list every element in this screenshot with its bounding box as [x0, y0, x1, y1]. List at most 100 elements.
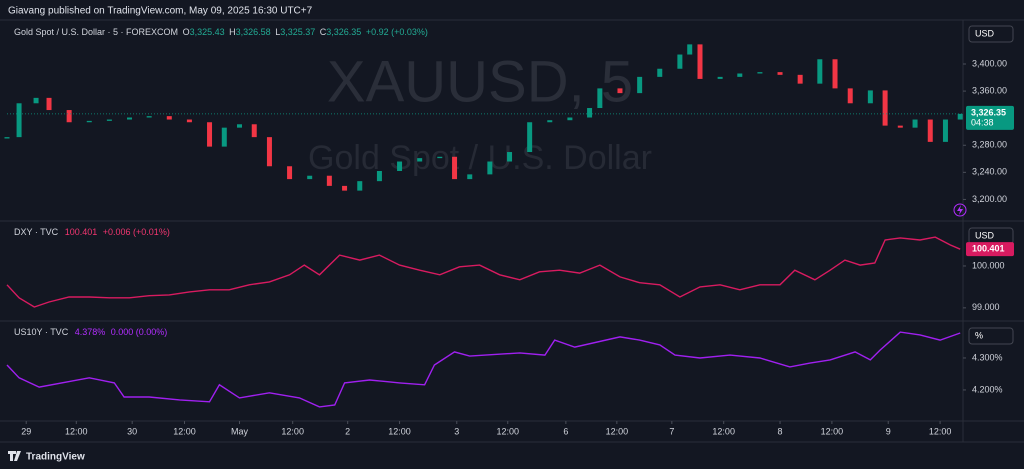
ohlc-key: C	[320, 27, 327, 37]
candle	[467, 174, 473, 180]
candle	[587, 108, 593, 118]
legend: Gold Spot / U.S. Dollar · 5 · FOREXCOM O…	[14, 27, 428, 37]
alert-icon[interactable]	[953, 203, 967, 217]
candle	[957, 113, 963, 120]
candle	[166, 116, 172, 120]
candle	[547, 120, 553, 123]
candle	[657, 68, 663, 77]
y-tick-label: 100.000	[972, 260, 1005, 270]
y-tick-label: 3,360.00	[972, 85, 1007, 95]
candle	[106, 119, 112, 121]
candle	[357, 181, 363, 191]
candle	[832, 59, 838, 89]
countdown: 04:38	[971, 117, 994, 127]
x-tick-label: 12:00	[388, 426, 411, 436]
ohlc-key: O	[183, 27, 190, 37]
candle	[687, 44, 693, 55]
header: Giavang published on TradingView.com, Ma…	[8, 6, 313, 17]
x-tick-label: 12:00	[65, 426, 88, 436]
ohlc-value: 3,325.37	[280, 27, 315, 37]
candle	[867, 90, 873, 104]
price: 100.401	[65, 227, 98, 237]
legend-title: US10Y · TVC	[14, 327, 69, 337]
x-tick-label: 9	[886, 426, 891, 436]
watermark: XAUUSD, 5	[327, 49, 633, 114]
alert-icon[interactable]	[957, 205, 963, 215]
last-price-box	[966, 105, 1014, 130]
candle	[326, 175, 332, 186]
logo	[8, 451, 21, 461]
x-tick-label: 30	[127, 426, 137, 436]
candle	[637, 76, 643, 94]
candle	[86, 120, 92, 123]
candle	[567, 117, 573, 121]
y-tick-label: 99.000	[972, 302, 1000, 312]
y-tick-label: 3,400.00	[972, 58, 1007, 68]
footer: TradingView	[26, 452, 85, 463]
change: +0.92 (+0.03%)	[366, 27, 428, 37]
candle	[46, 97, 52, 111]
candle	[737, 73, 743, 77]
x-tick-label: 8	[778, 426, 783, 436]
last-price-label: 3,326.35	[971, 107, 1006, 117]
candle	[847, 88, 853, 104]
candle	[417, 158, 423, 162]
candle	[207, 122, 213, 147]
x-tick-label: 12:00	[281, 426, 304, 436]
x-tick-label: 6	[563, 426, 568, 436]
candle	[266, 137, 272, 167]
candle	[927, 119, 933, 142]
candle	[16, 103, 22, 138]
ohlc-value: 3,326.58	[236, 27, 271, 37]
candle	[342, 185, 348, 191]
ohlc-key: H	[229, 27, 236, 37]
candle	[487, 161, 493, 175]
x-tick-label: 7	[669, 426, 674, 436]
change: +0.006 (+0.01%)	[103, 227, 170, 237]
candle	[397, 161, 403, 171]
candle	[677, 54, 683, 69]
candle	[307, 175, 313, 180]
candle	[817, 59, 823, 84]
candle	[287, 166, 293, 180]
unit-label: USD	[975, 28, 995, 38]
candle	[4, 137, 10, 139]
candle	[251, 124, 257, 138]
ohlc-value: 3,325.43	[190, 27, 225, 37]
candle	[437, 156, 443, 159]
legend: US10Y · TVC 4.378% 0.000 (0.00%)	[14, 327, 167, 337]
x-tick-label: 3	[454, 426, 459, 436]
x-tick-label: 12:00	[821, 426, 844, 436]
candle	[452, 156, 458, 180]
candle	[597, 88, 603, 109]
legend-title: DXY · TVC	[14, 227, 59, 237]
ohlc-value: 3,326.35	[326, 27, 361, 37]
candle	[717, 76, 723, 79]
legend-title: Gold Spot / U.S. Dollar · 5 · FOREXCOM	[14, 27, 178, 37]
candle	[33, 97, 39, 104]
unit-box	[968, 327, 1014, 345]
price: 4.378%	[75, 327, 106, 337]
change: 0.000 (0.00%)	[111, 327, 168, 337]
unit-box	[968, 25, 1014, 43]
y-tick-label: 3,280.00	[972, 140, 1007, 150]
x-tick-label: 29	[21, 426, 31, 436]
x-tick-label: 12:00	[173, 426, 196, 436]
ohlc-key: L	[275, 27, 280, 37]
watermark-subtitle: Gold Spot / U.S. Dollar	[308, 139, 652, 177]
candle	[617, 88, 623, 94]
candle	[777, 72, 783, 75]
line	[6, 331, 961, 408]
candle	[942, 119, 948, 142]
candle	[697, 44, 703, 79]
x-tick-label: 12:00	[496, 426, 519, 436]
unit-label: USD	[975, 230, 995, 240]
y-tick-label: 4.200%	[972, 384, 1003, 394]
line	[6, 236, 961, 308]
candle	[797, 74, 803, 84]
candle	[912, 119, 918, 128]
x-tick-label: May	[231, 426, 249, 436]
